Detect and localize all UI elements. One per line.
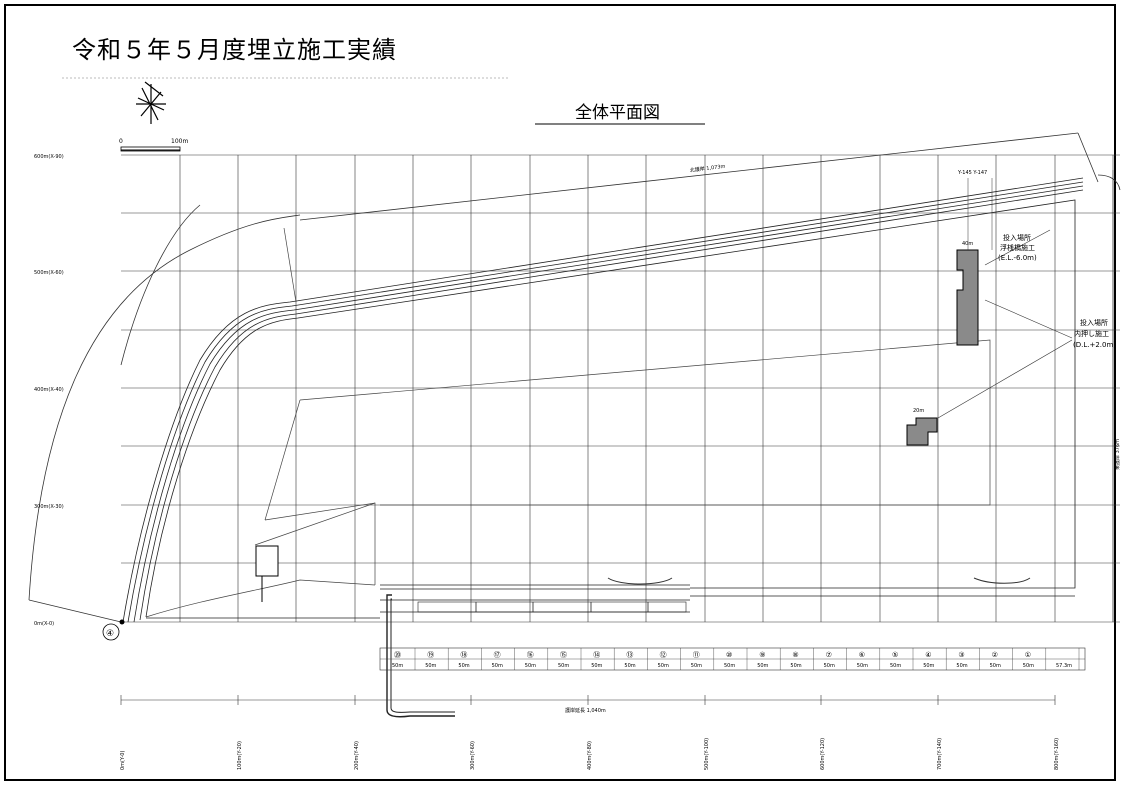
grid-reference-label: Y-145 Y-147	[957, 170, 987, 176]
x-axis-labels: 0m(Y-0) 100m(Y-20) 200m(Y-40) 300m(Y-60) 400…	[120, 695, 1060, 770]
berth-length: 50m	[990, 663, 1001, 669]
right-dimension-label: 東護岸 376m	[1114, 439, 1121, 470]
deposition-block-lower	[906, 417, 938, 446]
barge-icon	[607, 577, 673, 585]
origin-point	[119, 619, 125, 625]
callout-lower-line: (D.L.+2.0m)	[1073, 341, 1116, 349]
plan-title: 全体平面図	[575, 103, 660, 123]
y-axis-label: 0m(X-0)	[34, 621, 54, 627]
leader-line-upper	[984, 229, 1051, 266]
berth-number: ⑮	[560, 651, 567, 659]
leader-line-lower-2	[984, 299, 1073, 339]
y-axis-label: 300m(X-30)	[34, 504, 64, 510]
berth-length: 50m	[923, 663, 934, 669]
berth-cells: ⑳ ⑲ ⑱ ⑰ ⑯ ⑮ ⑭ ⑬ ⑫ ⑪ ⑩ ⑨ ⑧ ⑦ ⑥ ⑤ ④ ③ ② ① 50m 50m 50m 50m 50m 50m 50…	[392, 648, 1080, 670]
berth-number: ①	[1025, 651, 1031, 659]
discharge-pipe	[386, 594, 455, 718]
berth-length: 50m	[591, 663, 602, 669]
dim-label-lower: 20m	[913, 408, 924, 414]
berth-number: ⑭	[593, 651, 600, 659]
y-axis-label: 400m(X-40)	[34, 387, 64, 393]
start-marker-label: ④	[106, 629, 114, 639]
berth-table	[379, 647, 1086, 671]
x-axis-label: 0m(Y-0)	[120, 751, 126, 770]
leader-line-lower	[937, 339, 1073, 419]
berth-length: 50m	[956, 663, 967, 669]
dim-label-upper: 40m	[962, 241, 973, 247]
outer-boundary	[28, 132, 1121, 623]
berth-length: 50m	[1023, 663, 1034, 669]
x-axis-label: 200m(Y-40)	[354, 741, 360, 770]
document-heading: 令和５年５月度埋立施工実績	[72, 36, 397, 64]
berth-length: 50m	[790, 663, 801, 669]
y-axis-label: 500m(X-60)	[34, 270, 64, 276]
y-axis-label: 600m(X-90)	[34, 154, 64, 160]
south-quay	[146, 584, 1075, 619]
berth-number: ⑤	[892, 651, 898, 659]
berth-number: ⑦	[826, 651, 832, 659]
berth-length: 50m	[624, 663, 635, 669]
document-frame	[4, 4, 1116, 781]
berth-length: 50m	[724, 663, 735, 669]
berth-number: ⑰	[494, 651, 501, 659]
x-axis-label: 400m(Y-80)	[587, 741, 593, 770]
berth-number: ③	[958, 651, 964, 659]
barge-icon	[973, 577, 1031, 584]
reclamation-area-outline	[145, 227, 991, 618]
callout-lower-line: 投入場所	[1080, 318, 1108, 327]
x-axis-label: 100m(Y-20)	[237, 741, 243, 770]
x-axis-label: 600m(Y-120)	[820, 738, 826, 770]
x-axis-label: 500m(Y-100)	[704, 738, 710, 770]
y-axis-labels: 600m(X-90) 500m(X-60) 400m(X-40) 300m(X-…	[34, 154, 64, 627]
revetment-lines	[122, 177, 1084, 623]
berth-number: ⑬	[626, 651, 633, 659]
callout-upper-line: 浮桟橋施工	[1000, 243, 1035, 252]
berth-number: ⑪	[693, 651, 700, 659]
berth-number: ⑩	[726, 651, 732, 659]
berth-length: 50m	[558, 663, 569, 669]
x-axis-label: 800m(Y-160)	[1054, 738, 1060, 770]
start-marker	[102, 623, 120, 641]
berth-length: 50m	[691, 663, 702, 669]
berth-length: 50m	[425, 663, 436, 669]
berth-number: ⑨	[759, 651, 765, 659]
berth-number: ⑯	[527, 651, 534, 659]
berth-length: 50m	[824, 663, 835, 669]
berth-number: ④	[925, 651, 931, 659]
berth-number: ②	[992, 651, 998, 659]
scale-zero-label: 0	[119, 138, 123, 145]
deposition-block-upper	[956, 249, 979, 346]
berth-length: 50m	[890, 663, 901, 669]
berth-number: ⑫	[660, 651, 667, 659]
scale-end-label: 100m	[171, 138, 188, 145]
berth-number: ⑳	[394, 651, 401, 659]
x-axis-label: 700m(Y-140)	[937, 738, 943, 770]
x-axis-label: 300m(Y-60)	[470, 741, 476, 770]
bottom-dimension-label: 護岸延長 1,040m	[565, 707, 606, 714]
north-arrow-icon	[136, 81, 166, 124]
berth-number: ⑱	[460, 651, 467, 659]
scale-bar: 0 100m	[119, 138, 188, 152]
berth-number: ⑧	[792, 651, 798, 659]
site-office-building	[255, 545, 279, 577]
berth-length: 50m	[757, 663, 768, 669]
berth-length: 50m	[857, 663, 868, 669]
berth-length: 57.3m	[1056, 663, 1072, 669]
berth-length: 50m	[492, 663, 503, 669]
berth-number: ⑲	[427, 651, 434, 659]
berth-length: 50m	[458, 663, 469, 669]
berth-length: 50m	[525, 663, 536, 669]
callout-upper-line: (E.L.-6.0m)	[998, 254, 1037, 262]
top-dimension-label: 北護岸 1,073m	[689, 163, 725, 174]
discharge-pipe-inner	[390, 598, 455, 713]
berth-length: 50m	[392, 663, 403, 669]
callout-upper-line: 投入場所	[1003, 233, 1031, 242]
berth-number: ⑥	[859, 651, 865, 659]
berth-length: 50m	[658, 663, 669, 669]
callout-lower-line: 内押し施工	[1074, 329, 1109, 338]
